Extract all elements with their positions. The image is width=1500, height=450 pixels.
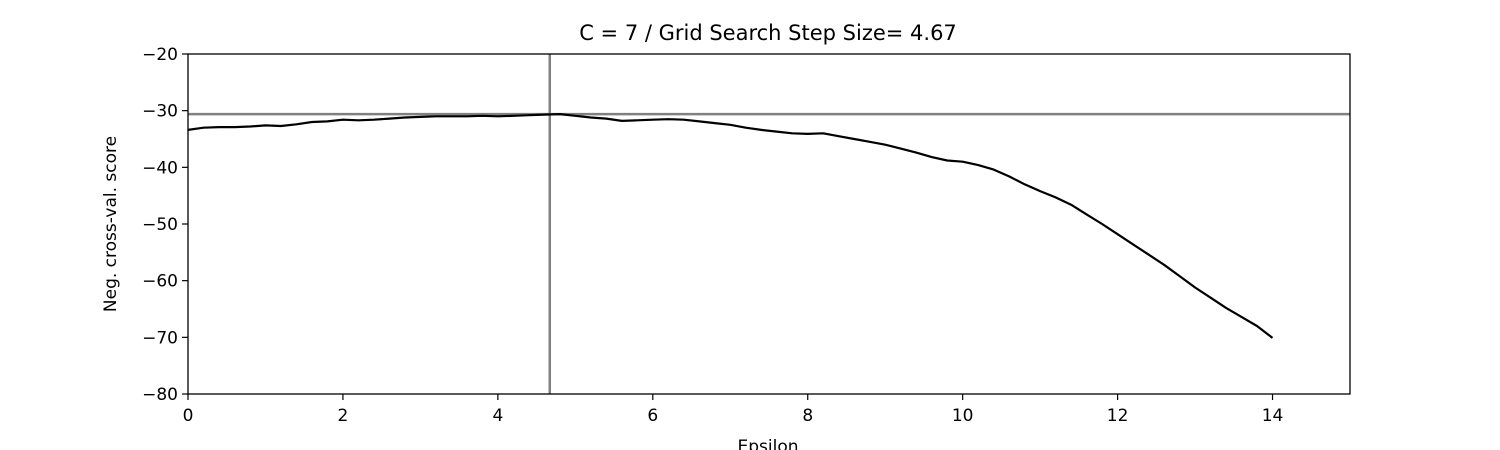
x-tick-label: 0: [183, 406, 194, 426]
y-axis-ticks: −20 −30 −40 −50 −60 −70 −80: [142, 45, 188, 405]
x-axis-ticks: 0 2 4 6 8 10 12 14: [183, 394, 1284, 426]
x-tick-label: 6: [647, 406, 658, 426]
plot-area-frame: [187, 53, 1351, 395]
chart-title: C = 7 / Grid Search Step Size= 4.67: [579, 21, 957, 45]
x-tick-label: 14: [1262, 406, 1284, 426]
y-axis-label: Neg. cross-val. score: [101, 136, 121, 312]
x-tick-label: 8: [802, 406, 813, 426]
y-tick-label: −80: [142, 385, 178, 405]
x-tick-label: 10: [952, 406, 974, 426]
y-tick-label: −40: [142, 158, 178, 178]
y-tick-label: −70: [142, 328, 178, 348]
y-tick-label: −50: [142, 215, 178, 235]
score-series-line: [187, 113, 1274, 339]
x-tick-label: 4: [492, 406, 503, 426]
x-tick-label: 2: [338, 406, 349, 426]
y-tick-label: −20: [142, 45, 178, 65]
y-tick-label: −60: [142, 272, 178, 292]
x-tick-label: 12: [1107, 406, 1129, 426]
y-tick-label: −30: [142, 102, 178, 122]
x-axis-label: Epsilon: [737, 437, 798, 450]
